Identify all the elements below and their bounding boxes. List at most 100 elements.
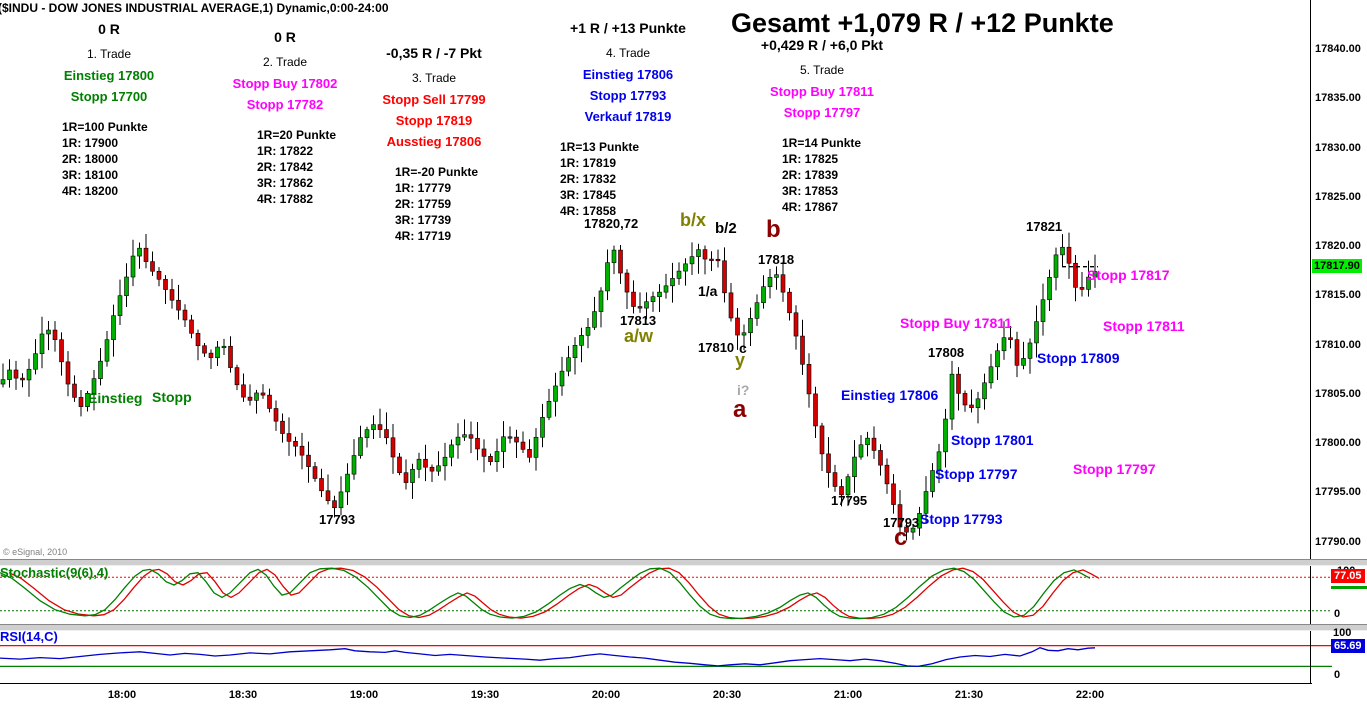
trade-r-block: 1R=14 Punkte 1R: 17825 2R: 17839 3R: 17853 4… — [782, 135, 886, 215]
chart-annotation: i? — [737, 382, 750, 398]
chart-annotation: c — [739, 340, 747, 356]
time-axis-label: 22:00 — [1075, 689, 1105, 701]
trade-line: Stopp 17700 — [70, 89, 148, 104]
chart-annotation: y — [735, 350, 746, 370]
price-axis-border — [1310, 0, 1311, 684]
trade-result: 0 R — [98, 21, 120, 37]
trade-r-line: 3R: 17739 — [395, 213, 452, 227]
trade-result: 0 R — [274, 29, 296, 45]
trade-r-block: 1R=20 Punkte 1R: 17822 2R: 17842 3R: 17862 4… — [257, 127, 345, 207]
rsi-axis-0: 0 — [1334, 669, 1341, 681]
trade-result: +1 R / +13 Punkte — [570, 20, 686, 36]
chart-annotation: 17818 — [758, 252, 795, 267]
chart-annotation: 17820,72 — [584, 216, 639, 231]
chart-annotation: Stopp Buy 17811 — [900, 315, 1013, 331]
time-axis-label: 18:00 — [107, 689, 137, 701]
trade-r-line: 2R: 18000 — [62, 152, 119, 166]
trade-r-block: 1R=-20 Punkte 1R: 17779 2R: 17759 3R: 17739… — [395, 164, 500, 244]
trade-result: -0,35 R / -7 Pkt — [386, 45, 482, 61]
window-title: ($INDU - DOW JONES INDUSTRIAL AVERAGE,1)… — [0, 1, 389, 15]
trade-r-line: 4R: 17719 — [395, 229, 452, 243]
price-axis-label: 17810.00 — [1315, 339, 1361, 351]
chart-annotation: Stopp — [152, 389, 192, 405]
panel-separator-2[interactable] — [0, 624, 1367, 631]
trade-r-line: 1R: 17822 — [257, 144, 314, 158]
trade-name: 4. Trade — [605, 46, 651, 60]
price-axis-label: 17800.00 — [1315, 437, 1361, 449]
chart-annotation: Stopp 17809 — [1037, 350, 1120, 366]
stoch-axis-0: 0 — [1334, 608, 1341, 620]
chart-annotation: 17813 — [620, 313, 657, 328]
chart-annotation: Stopp 17797 — [1073, 461, 1156, 477]
chart-annotation: c — [894, 524, 908, 551]
trade-line: Stopp Sell 17799 — [382, 92, 486, 107]
stochastic-value-badge: 77.05 — [1331, 569, 1365, 583]
rsi-axis-100: 100 — [1333, 627, 1352, 639]
trade-block: +0,429 R / +6,0 Pkt 5. Trade Stopp Buy 178… — [758, 36, 886, 215]
chart-annotation: 17821 — [1026, 219, 1063, 234]
chart-annotation: Stopp 17811 — [1103, 318, 1185, 334]
price-axis-label: 17835.00 — [1315, 92, 1361, 104]
trade-name: 2. Trade — [262, 55, 308, 69]
chart-annotation: 17795 — [831, 493, 868, 508]
trade-r-block: 1R=100 Punkte 1R: 17900 2R: 18000 3R: 18100… — [62, 119, 168, 199]
trade-r-line: 3R: 17853 — [782, 184, 839, 198]
panel-separator-1[interactable] — [0, 559, 1367, 566]
trade-r-line: 2R: 17832 — [560, 172, 617, 186]
copyright-text: © eSignal, 2010 — [3, 547, 68, 557]
price-axis-label: 17820.00 — [1315, 240, 1361, 252]
trade-line: Einstieg 17800 — [63, 68, 155, 83]
trade-r-line: 2R: 17842 — [257, 160, 314, 174]
trade-r-line: 4R: 17882 — [257, 192, 314, 206]
trade-block: +1 R / +13 Punkte 4. Trade Einstieg 17806 S… — [558, 19, 698, 219]
trade-block: -0,35 R / -7 Pkt 3. Trade Stopp Sell 17799… — [368, 44, 500, 244]
trade-block: 0 R 2. Trade Stopp Buy 17802 Stopp 17782 1R=… — [225, 28, 345, 207]
current-price-badge: 17817.90 — [1312, 259, 1362, 273]
trade-r-line: 4R: 17858 — [560, 204, 617, 218]
trade-name: 1. Trade — [86, 47, 132, 61]
time-axis-label: 20:30 — [712, 689, 742, 701]
trade-r-line: 3R: 18100 — [62, 168, 119, 182]
chart-annotation: 1/a — [698, 283, 718, 299]
chart-annotation: 17808 — [928, 345, 965, 360]
chart-annotation: b/2 — [715, 220, 737, 237]
chart-annotation: Stopp 17793 — [920, 511, 1003, 527]
trade-r-line: 2R: 17839 — [782, 168, 839, 182]
chart-annotation: b/x — [680, 210, 707, 230]
trade-name: 3. Trade — [411, 71, 457, 85]
trade-block: 0 R 1. Trade Einstieg 17800 Stopp 17700 1R=1… — [50, 20, 168, 199]
price-axis-label: 17795.00 — [1315, 486, 1361, 498]
price-axis-label: 17805.00 — [1315, 388, 1361, 400]
trade-r-line: 1R: 17819 — [560, 156, 617, 170]
chart-annotation: a — [733, 396, 747, 423]
chart-annotation: 17793 — [883, 515, 920, 530]
summary-title: Gesamt +1,079 R / +12 Punkte — [731, 8, 1114, 38]
time-axis-line — [0, 683, 1312, 684]
trade-r-line: 1R=100 Punkte — [62, 120, 148, 134]
time-axis-label: 19:00 — [349, 689, 379, 701]
trade-r-line: 1R: 17900 — [62, 136, 119, 150]
time-axis-label: 21:30 — [954, 689, 984, 701]
price-axis-label: 17830.00 — [1315, 142, 1361, 154]
price-axis-label: 17825.00 — [1315, 191, 1361, 203]
trade-r-line: 1R=14 Punkte — [782, 136, 862, 150]
chart-annotation: Einstieg — [88, 390, 143, 406]
trade-r-block: 1R=13 Punkte 1R: 17819 2R: 17832 3R: 17845 4… — [560, 139, 698, 219]
price-axis-label: 17790.00 — [1315, 536, 1361, 548]
trade-result: +0,429 R / +6,0 Pkt — [760, 37, 884, 53]
trade-line: Stopp 17797 — [783, 105, 861, 120]
trade-r-line: 4R: 18200 — [62, 184, 119, 198]
time-axis-label: 19:30 — [470, 689, 500, 701]
trade-line: Stopp 17793 — [589, 88, 667, 103]
chart-annotation: a/w — [624, 326, 654, 346]
trade-line: Einstieg 17806 — [582, 67, 674, 82]
chart-annotation: 17793 — [319, 512, 356, 527]
chart-annotation: Einstieg 17806 — [841, 387, 939, 403]
chart-annotation: Stopp 17817 — [1087, 267, 1170, 283]
chart-annotation: 17810 — [698, 340, 735, 355]
trade-r-line: 2R: 17759 — [395, 197, 452, 211]
trade-line: Stopp Buy 17802 — [232, 76, 338, 91]
trade-line: Stopp 17782 — [246, 97, 324, 112]
trade-r-line: 1R: 17779 — [395, 181, 452, 195]
